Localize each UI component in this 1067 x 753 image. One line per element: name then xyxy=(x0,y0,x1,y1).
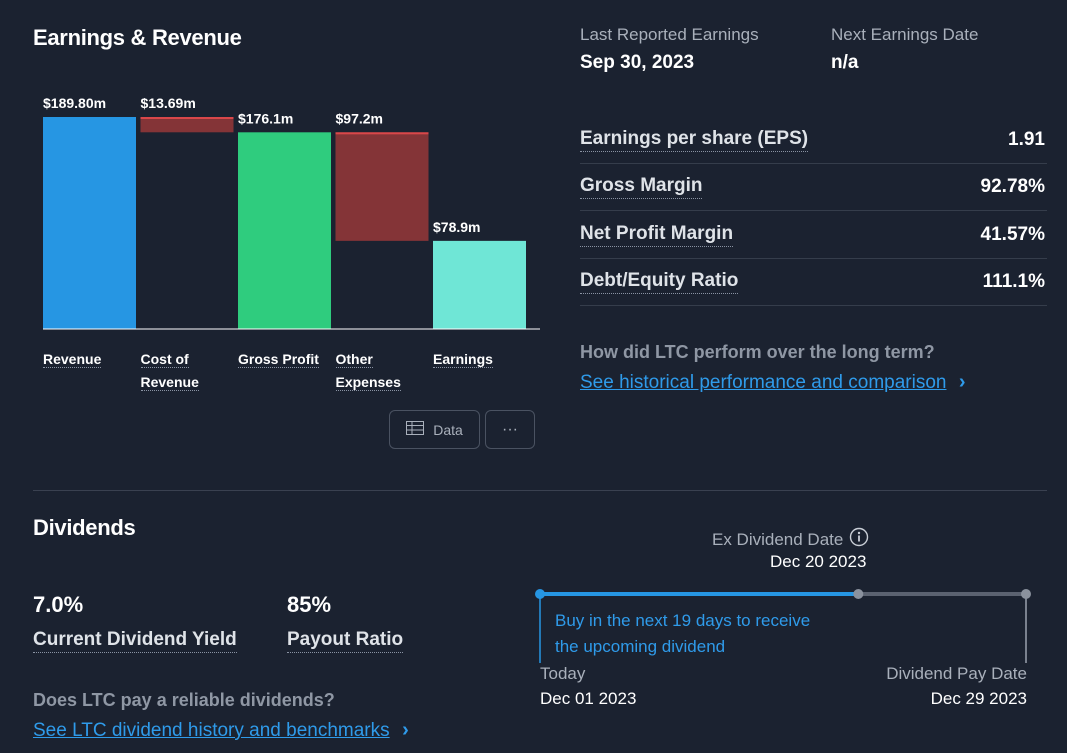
category-label-line: Revenue xyxy=(140,374,199,391)
metric-label[interactable]: Gross Margin xyxy=(580,175,703,199)
info-icon[interactable] xyxy=(849,527,869,552)
ex-dividend-label-row: Ex Dividend Date xyxy=(712,527,869,552)
category-label[interactable]: Other Expenses xyxy=(335,348,401,394)
metric-value: 111.1% xyxy=(982,271,1045,292)
dividend-yield-value: 7.0% xyxy=(33,592,84,617)
more-icon: ··· xyxy=(502,420,518,438)
buy-window-line2: the upcoming dividend xyxy=(555,637,726,656)
today-dot xyxy=(535,589,545,599)
category-label-line: Other xyxy=(335,351,373,368)
bar-top-edge xyxy=(335,132,429,135)
bar-value-label: $97.2m xyxy=(336,110,383,126)
earnings-waterfall-chart: $189.80m $13.69m $176.1m $97.2m $78.9m Reven… xyxy=(30,90,545,391)
pay-date-dot xyxy=(1021,589,1031,599)
ex-dividend-date: Dec 20 2023 xyxy=(770,552,867,571)
last-reported-value: Sep 30, 2023 xyxy=(580,52,695,73)
metric-label[interactable]: Debt/Equity Ratio xyxy=(580,270,739,294)
table-icon xyxy=(406,421,425,438)
bar-cost-of-revenue[interactable] xyxy=(140,117,234,133)
dividend-link-row[interactable]: See LTC dividend history and benchmarks … xyxy=(33,719,409,742)
bar-other-expenses[interactable] xyxy=(335,132,429,241)
bar-top-edge xyxy=(140,117,234,119)
chevron-right-icon: › xyxy=(958,371,966,393)
buy-window-line1: Buy in the next 19 days to receive xyxy=(555,611,811,630)
pay-date-label: Dividend Pay Date xyxy=(886,664,1027,683)
ex-dividend-dot xyxy=(853,589,864,599)
last-reported-label: Last Reported Earnings xyxy=(580,25,759,44)
category-label-line: Expenses xyxy=(335,374,401,391)
bar-revenue[interactable] xyxy=(43,117,136,329)
bar-gross-profit[interactable] xyxy=(238,132,331,329)
ex-dividend-label: Ex Dividend Date xyxy=(712,529,844,549)
today-label: Today xyxy=(540,664,586,683)
more-options-button[interactable]: ··· xyxy=(485,410,535,449)
category-label-line: Earnings xyxy=(433,351,493,368)
payout-ratio-label[interactable]: Payout Ratio xyxy=(287,629,404,653)
dividend-yield-label[interactable]: Current Dividend Yield xyxy=(33,629,237,653)
category-label-line: Revenue xyxy=(43,351,102,368)
category-label[interactable]: Cost of Revenue xyxy=(140,348,199,394)
category-label[interactable]: Earnings xyxy=(433,348,493,371)
bar-value-label: $78.9m xyxy=(433,219,480,235)
dividend-question: Does LTC pay a reliable dividends? xyxy=(33,690,335,710)
metric-row-eps: Earnings per share (EPS) 1.91 xyxy=(580,117,1047,164)
metric-value: 1.91 xyxy=(1008,129,1045,150)
next-earnings-label: Next Earnings Date xyxy=(831,25,979,44)
performance-question: How did LTC perform over the long term? xyxy=(580,342,935,362)
bar-value-label: $189.80m xyxy=(43,95,106,111)
bar-earnings[interactable] xyxy=(433,240,526,329)
metric-row-gross-margin: Gross Margin 92.78% xyxy=(580,164,1047,211)
bar-value-label: $176.1m xyxy=(238,110,293,126)
dividends-title: Dividends xyxy=(33,515,136,540)
performance-link-row[interactable]: See historical performance and compariso… xyxy=(580,371,966,394)
dividend-timeline xyxy=(535,589,1031,663)
payout-ratio-value: 85% xyxy=(287,592,332,617)
category-label-line: Gross Profit xyxy=(238,351,319,368)
chart-svg: $189.80m $13.69m $176.1m $97.2m $78.9m xyxy=(43,95,540,330)
data-button-label: Data xyxy=(433,421,463,438)
metric-value: 92.78% xyxy=(980,176,1045,197)
metric-row-net-profit-margin: Net Profit Margin 41.57% xyxy=(580,212,1047,259)
metric-label[interactable]: Earnings per share (EPS) xyxy=(580,128,809,152)
earnings-title: Earnings & Revenue xyxy=(33,25,242,50)
metric-row-debt-equity: Debt/Equity Ratio 111.1% xyxy=(580,259,1047,306)
category-label[interactable]: Gross Profit xyxy=(238,348,319,371)
historical-performance-link[interactable]: See historical performance and compariso… xyxy=(580,372,947,393)
bar-value-label: $13.69m xyxy=(141,95,196,111)
today-date: Dec 01 2023 xyxy=(540,689,637,708)
section-divider xyxy=(33,490,1047,491)
pay-date-value: Dec 29 2023 xyxy=(930,689,1027,708)
dividend-history-link[interactable]: See LTC dividend history and benchmarks xyxy=(33,720,390,741)
category-label[interactable]: Revenue xyxy=(43,348,102,371)
category-label-line: Cost of xyxy=(140,351,189,368)
next-earnings-value: n/a xyxy=(831,52,859,73)
buy-window-message: Buy in the next 19 days to receive the u… xyxy=(555,608,810,660)
metric-label[interactable]: Net Profit Margin xyxy=(580,223,734,247)
data-table-button[interactable]: Data xyxy=(389,410,480,449)
metric-value: 41.57% xyxy=(980,224,1045,245)
chevron-right-icon: › xyxy=(402,719,409,741)
